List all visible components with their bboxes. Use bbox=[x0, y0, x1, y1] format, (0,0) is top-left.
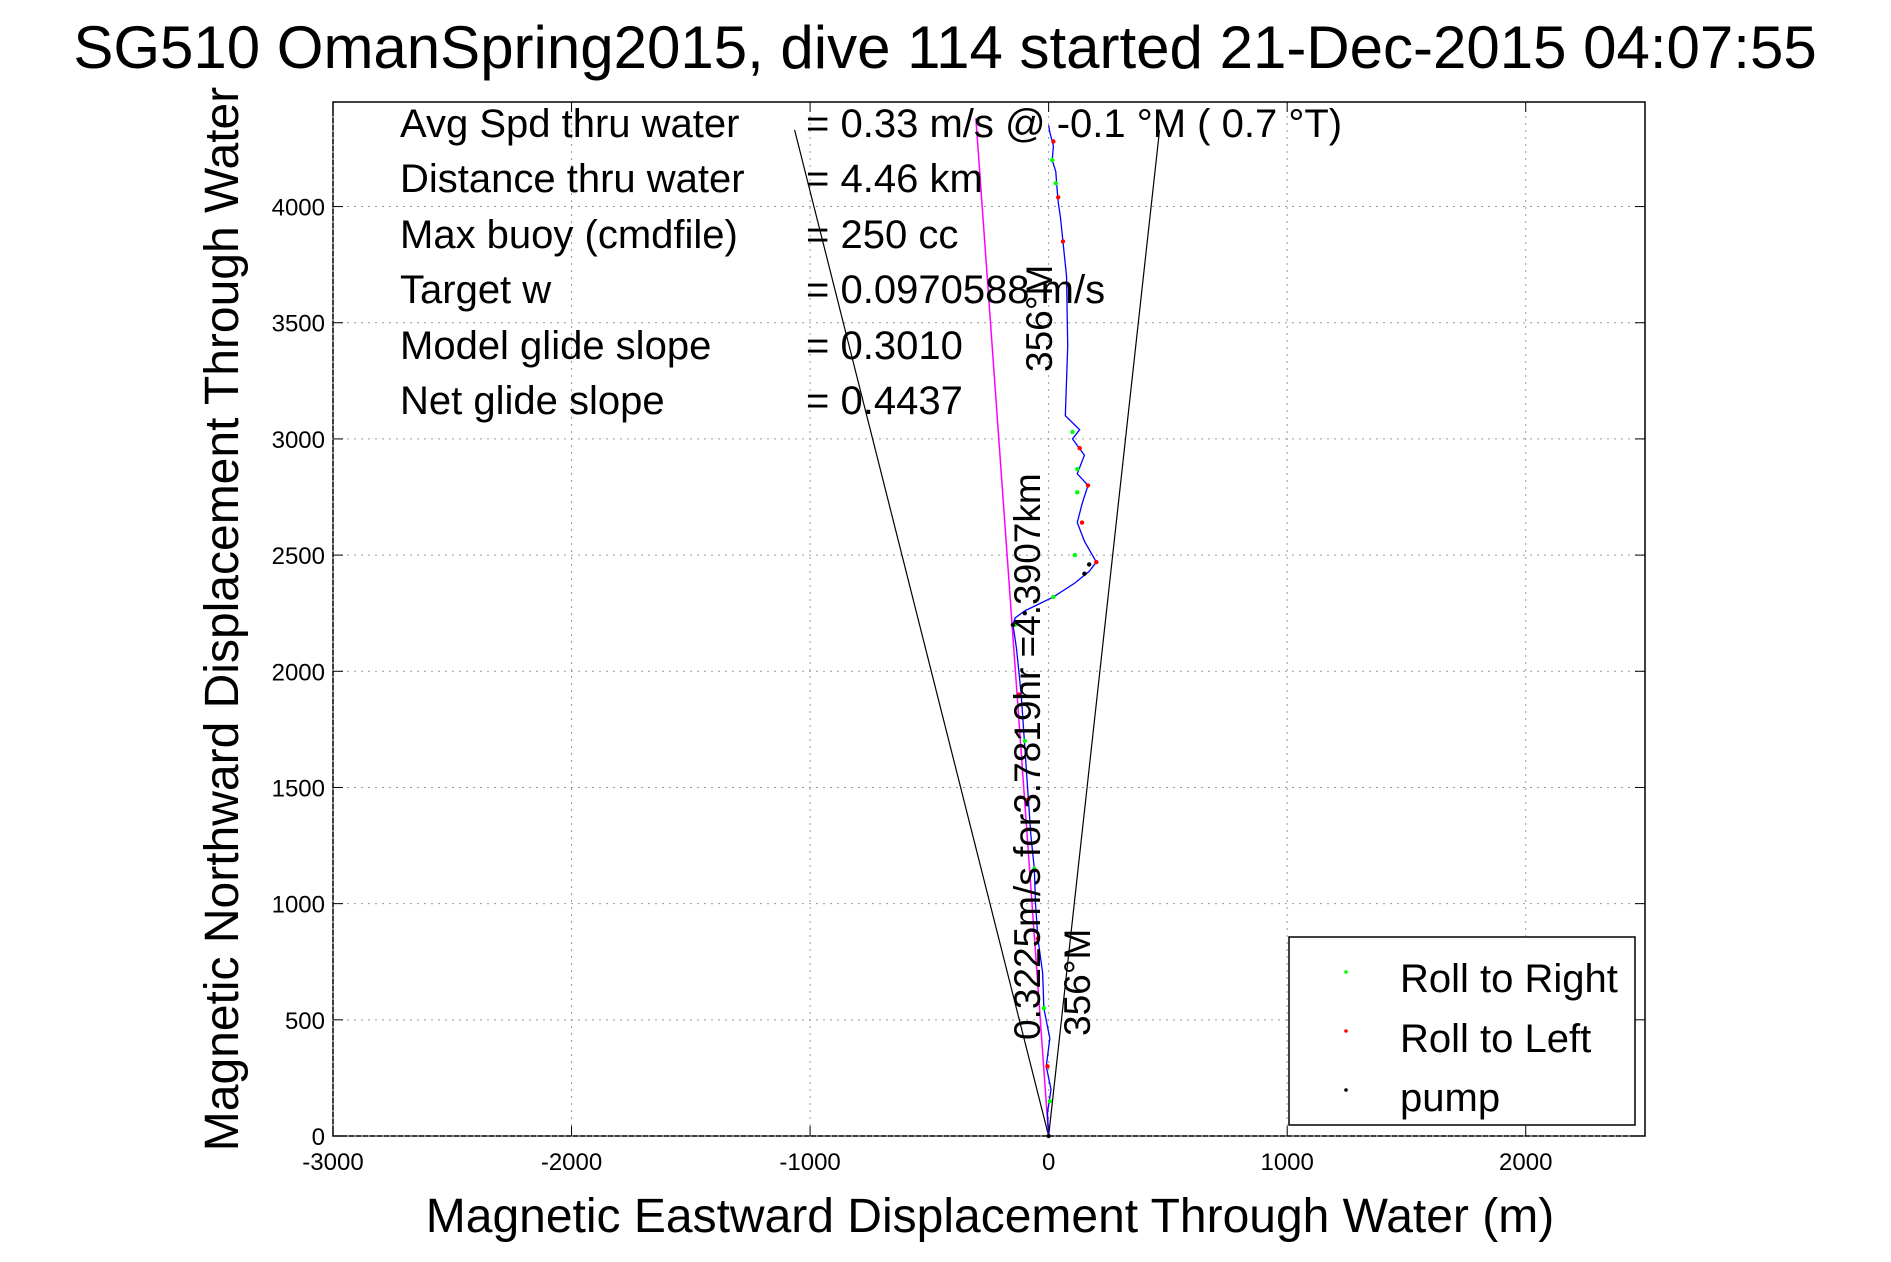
roll-right-point bbox=[1053, 181, 1058, 186]
y-tick-label: 2000 bbox=[272, 659, 325, 686]
info-value-model-glide: = 0.3010 bbox=[806, 324, 963, 368]
x-tick-label: -1000 bbox=[779, 1149, 840, 1176]
roll-left-point bbox=[1085, 483, 1091, 488]
legend-marker-roll-left bbox=[1344, 1029, 1348, 1033]
roll-right-point bbox=[1075, 490, 1080, 495]
chart-title: SG510 OmanSpring2015, dive 114 started 2… bbox=[73, 14, 1816, 81]
info-block: Avg Spd thru water = 0.33 m/s @ -0.1 °M … bbox=[400, 102, 1342, 423]
roll-left-point bbox=[1045, 1064, 1050, 1069]
roll-right-point bbox=[1047, 1098, 1053, 1104]
x-ticks: -3000 -2000 -1000 0 1000 2000 bbox=[302, 102, 1552, 1176]
x-tick-label: 2000 bbox=[1499, 1149, 1552, 1176]
info-label-max-buoy: Max buoy (cmdfile) bbox=[400, 213, 738, 257]
legend-label-roll-left: Roll to Left bbox=[1400, 1017, 1591, 1061]
annotation-heading-top: 356°M bbox=[1019, 265, 1060, 372]
annotation-heading-bottom: 356°M bbox=[1057, 929, 1098, 1036]
y-axis-label: Magnetic Northward Displacement Through … bbox=[196, 87, 249, 1151]
info-label-target-w: Target w bbox=[400, 268, 551, 312]
x-tick-label: -2000 bbox=[541, 1149, 602, 1176]
info-value-net-glide: = 0.4437 bbox=[806, 379, 963, 423]
info-label-distance: Distance thru water bbox=[400, 157, 745, 201]
x-axis-label: Magnetic Eastward Displacement Through W… bbox=[426, 1190, 1554, 1243]
plot-area: -3000 -2000 -1000 0 1000 2000 0 500 1000 1500 200… bbox=[272, 101, 1646, 1176]
y-tick-label: 1500 bbox=[272, 775, 325, 802]
roll-right-point bbox=[1072, 552, 1078, 558]
target-heading-line bbox=[975, 118, 1050, 1137]
y-ticks: 0 500 1000 1500 2000 2500 3000 3500 4000 bbox=[272, 195, 1645, 1151]
info-value-target-w: = 0.0970588 m/s bbox=[806, 268, 1105, 312]
envelope-line-1 bbox=[794, 129, 1050, 1137]
info-value-avg-speed: = 0.33 m/s @ -0.1 °M ( 0.7 °T) bbox=[806, 102, 1342, 146]
info-value-distance: = 4.46 km bbox=[806, 157, 983, 201]
roll-left-point bbox=[1051, 139, 1056, 144]
annotation-speed-distance: 0.3225m/s for3.7819hr =4.3907km bbox=[1007, 473, 1048, 1040]
legend-label-roll-right: Roll to Right bbox=[1400, 957, 1618, 1001]
x-tick-label: 1000 bbox=[1260, 1149, 1313, 1176]
legend-box bbox=[1288, 936, 1636, 1126]
pump-point bbox=[1082, 571, 1087, 576]
roll-left-point bbox=[1026, 796, 1031, 802]
info-label-model-glide: Model glide slope bbox=[400, 324, 711, 368]
roll-left-point bbox=[1077, 446, 1082, 451]
legend-label-pump: pump bbox=[1400, 1076, 1500, 1120]
roll-right-point bbox=[1032, 866, 1037, 871]
y-tick-label: 500 bbox=[285, 1008, 325, 1035]
roll-left-point bbox=[1016, 692, 1022, 697]
legend-marker-pump bbox=[1344, 1088, 1348, 1092]
roll-left-point bbox=[1094, 559, 1099, 565]
roll-left-point bbox=[1079, 520, 1085, 525]
roll-right-point bbox=[1070, 429, 1075, 435]
legend: Roll to Right Roll to Left pump bbox=[1288, 936, 1636, 1126]
x-tick-label: -3000 bbox=[302, 1149, 363, 1176]
y-tick-label: 3500 bbox=[272, 311, 325, 338]
y-tick-label: 4000 bbox=[272, 195, 325, 222]
pump-point bbox=[1086, 562, 1092, 567]
x-tick-label: 0 bbox=[1042, 1149, 1055, 1176]
envelope-line-2 bbox=[1048, 129, 1161, 1137]
roll-right-point bbox=[1022, 738, 1027, 744]
roll-right-point bbox=[1050, 157, 1055, 163]
y-tick-label: 2500 bbox=[272, 543, 325, 570]
pump-point bbox=[1046, 1133, 1051, 1139]
roll-left-point bbox=[1055, 195, 1061, 200]
pump-point bbox=[1022, 610, 1027, 616]
legend-marker-roll-right bbox=[1344, 970, 1348, 974]
pump-point bbox=[1010, 622, 1016, 628]
roll-left-point bbox=[1060, 239, 1066, 244]
chart-markers bbox=[1010, 139, 1099, 1139]
dive-track-line bbox=[1012, 125, 1098, 1137]
chart-lines bbox=[794, 118, 1161, 1137]
y-tick-label: 3000 bbox=[272, 427, 325, 454]
info-label-avg-speed: Avg Spd thru water bbox=[400, 102, 739, 146]
y-tick-label: 0 bbox=[312, 1124, 325, 1151]
roll-right-point bbox=[1075, 466, 1080, 472]
info-value-max-buoy: = 250 cc bbox=[806, 213, 958, 257]
y-gridlines bbox=[333, 206, 1645, 1137]
info-label-net-glide: Net glide slope bbox=[400, 379, 665, 423]
y-tick-label: 1000 bbox=[272, 892, 325, 919]
roll-right-point bbox=[1041, 1006, 1047, 1011]
roll-right-point bbox=[1051, 594, 1056, 600]
roll-left-point bbox=[1035, 936, 1041, 941]
